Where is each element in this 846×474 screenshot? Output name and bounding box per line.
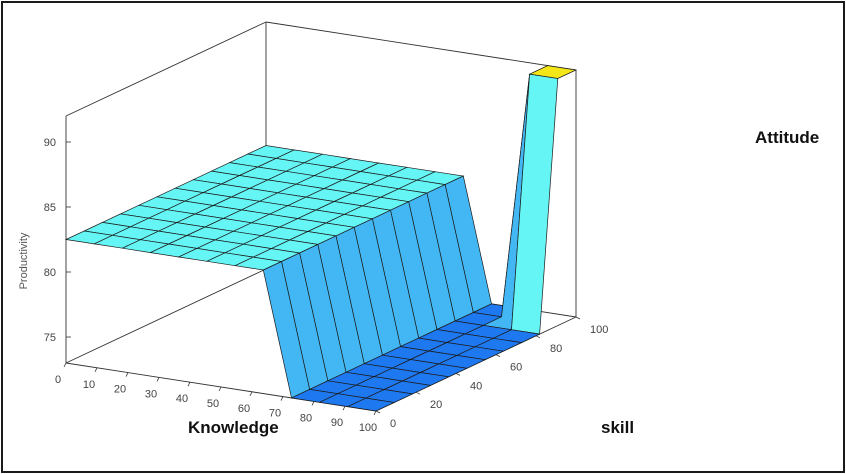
back-top-line-left	[65, 21, 267, 117]
x-tick-label: 90	[331, 417, 343, 429]
x-tick-label: 10	[83, 379, 95, 391]
x-tick-mark	[187, 382, 191, 387]
z-tick-label: 90	[44, 137, 56, 149]
x-tick-mark	[249, 391, 253, 396]
y-tick-label: 60	[510, 362, 522, 374]
x-tick-label: 40	[176, 393, 188, 405]
surface-cell	[346, 397, 396, 412]
tick-labels: 0 10 20 30 40 50 60 70 80 90 100 0 20 40 60 80 100 75 80 85…	[44, 137, 609, 434]
x-tick-mark	[373, 410, 377, 416]
y-axis-title: skill	[601, 418, 634, 437]
back-floor-line-left	[65, 268, 267, 364]
x-tick-mark	[280, 396, 284, 401]
z-axis-title: Productivity	[18, 232, 30, 289]
x-tick-mark	[342, 406, 346, 411]
x-tick-label: 50	[207, 398, 219, 410]
x-tick-label: 70	[269, 408, 281, 420]
y-tick-label: 0	[390, 418, 396, 430]
y-tick-label: 80	[550, 343, 562, 355]
y-tick-label: 100	[590, 324, 608, 336]
y-tick-mark	[415, 391, 421, 395]
annotation-label: Attitude	[755, 128, 819, 147]
x-tick-mark	[156, 377, 160, 382]
x-tick-mark	[125, 372, 129, 377]
x-tick-label: 20	[114, 384, 126, 396]
y-tick-mark	[455, 373, 461, 376]
x-tick-label: 60	[238, 403, 250, 415]
x-tick-label: 80	[300, 412, 312, 424]
x-axis-title: Knowledge	[188, 418, 279, 437]
y-tick-mark	[495, 354, 501, 357]
x-tick-mark	[218, 386, 222, 392]
z-tick-label: 75	[44, 332, 56, 344]
y-tick-mark	[375, 410, 381, 414]
x-tick-label: 30	[145, 388, 157, 400]
y-tick-label: 20	[430, 399, 442, 411]
surface-mesh	[64, 65, 578, 412]
x-tick-label: 0	[55, 374, 61, 386]
y-tick-mark	[535, 335, 541, 339]
z-tick-label: 80	[44, 267, 56, 279]
back-top-line-right	[265, 21, 577, 71]
x-tick-mark	[63, 362, 67, 368]
y-tick-mark	[575, 316, 581, 320]
surface-chart: 0 10 20 30 40 50 60 70 80 90 100 0 20 40 60 80 100 75 80 85…	[18, 21, 819, 437]
y-tick-label: 40	[470, 380, 482, 392]
z-tick-label: 85	[44, 202, 56, 214]
x-tick-mark	[94, 367, 98, 372]
x-tick-label: 100	[359, 422, 377, 434]
x-tick-mark	[311, 401, 315, 406]
